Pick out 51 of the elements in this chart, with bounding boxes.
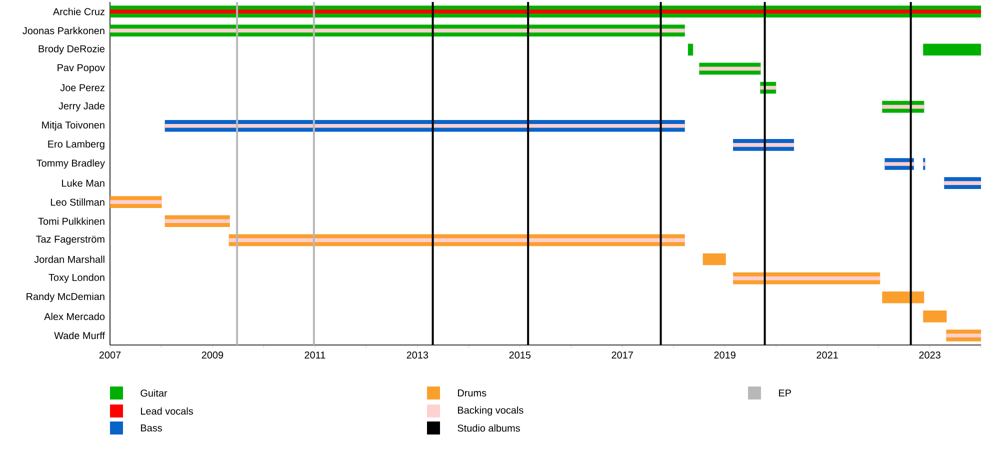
x-tick-label: 2021 <box>816 352 838 359</box>
y-tick-label: Joonas Parkkonen <box>22 26 104 34</box>
y-tick-label: Brody DeRozie <box>38 45 105 54</box>
x-tick-label: 2023 <box>919 352 940 359</box>
y-tick-label: Tommy Bradley <box>36 159 105 169</box>
bar <box>699 66 761 71</box>
x-tick-label: 2013 <box>406 352 428 359</box>
y-tick-label: Ero Lamberg <box>48 140 104 150</box>
bar <box>882 291 924 304</box>
y-tick-label: Taz Fagerström <box>36 236 104 245</box>
bar <box>946 334 982 338</box>
legend-label: Studio albums <box>458 424 520 432</box>
y-tick-label: Wade Murff <box>54 332 106 340</box>
y-tick-label: Tomi Pulkkinen <box>38 217 104 225</box>
y-tick-label: Alex Mercado <box>44 312 105 320</box>
bar <box>110 200 162 204</box>
legend-label: EP <box>779 390 791 396</box>
bar <box>733 276 880 280</box>
bar <box>702 253 726 266</box>
bar <box>110 10 982 14</box>
x-tick-label: 2017 <box>612 352 633 359</box>
y-tick-label: Pav Popov <box>58 64 105 74</box>
legend-label: Drums <box>458 390 486 396</box>
bar <box>228 238 685 242</box>
legend-label: Lead vocals <box>141 407 193 415</box>
bar <box>110 28 685 32</box>
bar <box>688 44 694 56</box>
bar <box>164 219 230 224</box>
y-tick-label: Luke Man <box>62 179 104 187</box>
bar <box>923 310 947 322</box>
y-tick-label: Leo Stillman <box>50 198 104 206</box>
x-tick-label: 2011 <box>304 352 326 359</box>
bar <box>944 181 982 185</box>
x-tick-label: 2007 <box>99 352 121 359</box>
legend-label: Bass <box>141 424 162 432</box>
y-tick-label: Archie Cruz <box>52 8 104 16</box>
legend-label: Backing vocals <box>458 406 524 416</box>
y-tick-label: Jordan Marshall <box>34 256 104 263</box>
bar <box>164 124 685 128</box>
x-tick-label: 2019 <box>714 352 736 359</box>
y-tick-label: Jerry Jade <box>58 102 105 112</box>
x-tick-label: 2009 <box>202 352 224 359</box>
legend-label: Guitar <box>140 389 168 397</box>
bar <box>923 44 982 56</box>
bar <box>884 162 914 166</box>
bar <box>733 143 794 147</box>
y-tick-label: Mitja Toivonen <box>42 121 104 131</box>
y-tick-label: Randy McDemian <box>26 292 104 302</box>
x-tick-label: 2015 <box>509 352 531 359</box>
y-tick-label: Toxy London <box>48 274 104 283</box>
y-tick-label: Joe Perez <box>60 84 104 92</box>
